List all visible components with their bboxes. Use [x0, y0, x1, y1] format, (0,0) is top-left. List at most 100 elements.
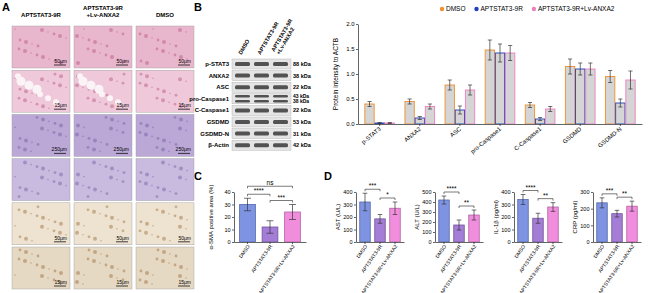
blot-band — [273, 95, 288, 98]
texture — [82, 283, 84, 285]
texture — [30, 164, 32, 166]
y-tick: 100 — [422, 229, 435, 235]
y-tick: 1.5 — [346, 46, 358, 52]
scale-bar — [178, 241, 190, 242]
y-axis-title: ALT (U/L) — [414, 204, 420, 229]
micrograph-image — [74, 203, 132, 245]
error-bar — [418, 117, 422, 120]
texture — [161, 259, 165, 263]
tick-mark — [591, 225, 593, 226]
error-bar — [528, 103, 532, 108]
scale-bar-label: 15μm — [178, 279, 191, 285]
scale-bar-label: 50μm — [54, 235, 67, 241]
error-bar — [457, 220, 462, 230]
error-bar — [442, 196, 447, 204]
axis-line — [359, 124, 643, 125]
tick-label: 300 — [343, 202, 352, 208]
y-tick: 400 — [422, 199, 435, 205]
texture — [116, 179, 118, 181]
tick-mark — [270, 242, 271, 244]
texture — [162, 237, 166, 241]
y-axis: 0100200300 — [580, 189, 593, 245]
micrograph-image — [12, 26, 70, 68]
blot-band — [254, 132, 269, 136]
texture — [75, 182, 79, 186]
panel-label: B — [194, 1, 202, 13]
tick-label: DMSO — [237, 243, 251, 259]
texture — [162, 40, 166, 44]
legend-swatch — [474, 7, 478, 11]
texture — [14, 225, 16, 227]
texture — [53, 229, 56, 232]
texture — [48, 107, 50, 109]
texture — [23, 49, 27, 53]
tick-label: 500 — [422, 189, 431, 195]
micrograph — [74, 159, 132, 201]
texture — [23, 147, 27, 151]
tick-mark — [419, 124, 420, 126]
texture — [23, 98, 27, 102]
texture — [76, 61, 80, 65]
texture — [179, 117, 183, 121]
y-axis: 0100200300400 — [501, 189, 514, 245]
legend-item: APTSTAT3-9R+Lv-ANXA2 — [532, 5, 615, 12]
scale-bar — [116, 286, 128, 287]
texture — [30, 262, 32, 264]
texture — [105, 54, 108, 57]
texture — [24, 138, 28, 142]
texture — [168, 101, 170, 103]
tick-label: 200 — [343, 214, 352, 220]
texture — [92, 147, 96, 151]
texture — [168, 262, 170, 264]
micrograph-image — [136, 114, 194, 156]
texture — [48, 58, 50, 60]
texture — [116, 80, 118, 82]
blot-band — [254, 85, 269, 89]
texture — [110, 216, 114, 220]
texture — [92, 259, 96, 263]
tick-label: 0.0 — [346, 121, 355, 127]
error-bar — [628, 71, 632, 89]
texture — [174, 264, 177, 267]
tick-mark — [232, 205, 234, 206]
texture — [110, 265, 114, 269]
tick-label: 400 — [343, 189, 352, 195]
texture — [14, 28, 16, 30]
texture — [157, 88, 160, 91]
y-axis: 0100200300400500 — [422, 189, 435, 245]
micrograph-image — [12, 203, 70, 245]
texture — [179, 167, 183, 171]
tick-mark — [433, 232, 435, 233]
y-axis-title: CRP (pg/ml) — [572, 201, 578, 234]
texture — [145, 222, 149, 226]
scale-bar-label: 15μm — [116, 279, 129, 285]
texture — [140, 220, 143, 223]
texture — [14, 176, 16, 178]
texture — [37, 205, 40, 208]
tick-mark — [617, 242, 618, 244]
texture — [93, 237, 97, 241]
micrograph: 50μm — [74, 203, 132, 245]
texture — [18, 146, 21, 149]
tick-label: 20 — [224, 214, 230, 220]
texture — [116, 130, 118, 132]
micrograph: 15μm — [74, 247, 132, 289]
blot-band — [235, 143, 250, 147]
texture — [18, 195, 21, 198]
texture — [100, 240, 102, 242]
micrograph: 50μm — [74, 26, 132, 68]
blot-strip — [232, 140, 291, 150]
texture — [18, 208, 21, 211]
y-tick: 0 — [349, 239, 356, 245]
axis-line — [593, 193, 594, 243]
texture — [109, 274, 113, 278]
blot-band — [235, 132, 250, 136]
y-axis-title: α-SMA positive area (%) — [208, 185, 214, 250]
blot-band — [273, 62, 288, 66]
texture — [122, 229, 125, 232]
texture — [14, 127, 16, 129]
blot-band — [273, 108, 288, 112]
blot-band — [235, 100, 250, 103]
texture — [19, 186, 22, 189]
texture — [40, 176, 44, 180]
